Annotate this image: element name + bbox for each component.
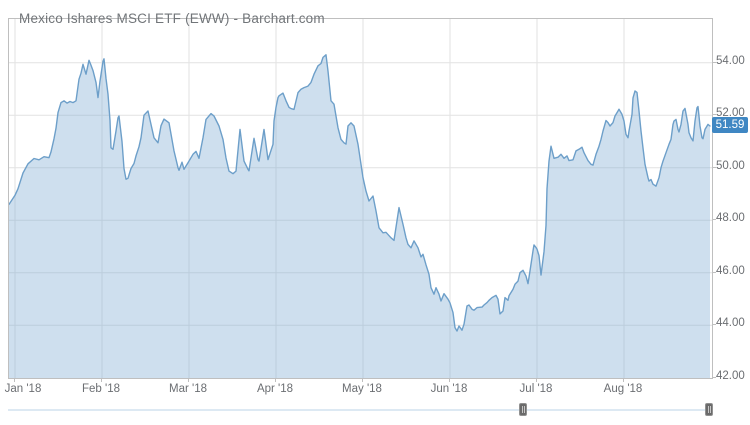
x-axis-label: Feb '18 [82,383,120,395]
y-axis-label: 42.00 [716,369,745,382]
x-axis-tick [449,378,450,382]
plot-frame [8,18,713,379]
y-axis-tick [712,376,716,378]
gridlines [9,19,712,378]
x-axis-label: Apr '18 [256,383,294,395]
scrollbar-track[interactable] [8,409,713,411]
last-price-value: 51.59 [715,119,745,131]
scrollbar-right-handle[interactable] [705,403,713,416]
x-axis-tick [536,378,537,382]
y-axis-tick [712,324,716,326]
x-axis-label: Jul '18 [519,383,553,395]
x-axis-tick [362,378,363,382]
y-axis-tick [712,114,716,116]
y-axis-tick [712,271,716,273]
x-axis-label: Jan '18 [4,383,42,395]
x-axis-label: Aug '18 [603,383,643,395]
y-axis-label: 48.00 [716,212,745,225]
x-axis-tick [275,378,276,382]
last-price-badge: 51.59 [712,117,748,133]
price-line [9,54,711,332]
y-axis-tick [712,166,716,168]
chart-title: Mexico Ishares MSCI ETF (EWW) - Barchart… [19,11,325,26]
y-axis-label: 50.00 [716,159,745,172]
x-axis-label: Mar '18 [169,383,207,395]
scrollbar-left-handle[interactable] [519,403,527,416]
y-axis-label: 52.00 [716,107,745,120]
x-axis-tick [101,378,102,382]
x-axis-label: Jun '18 [430,383,468,395]
y-axis-label: 54.00 [716,54,745,67]
x-axis-tick [14,378,15,382]
x-axis-tick [188,378,189,382]
price-area-fill [9,54,710,378]
x-axis-label: May '18 [342,383,382,395]
price-area-chart[interactable] [9,19,712,378]
y-axis-tick [712,219,716,221]
y-axis-tick [712,61,716,63]
y-axis-label: 46.00 [716,264,745,277]
x-axis-tick [623,378,624,382]
y-axis-label: 44.00 [716,317,745,330]
